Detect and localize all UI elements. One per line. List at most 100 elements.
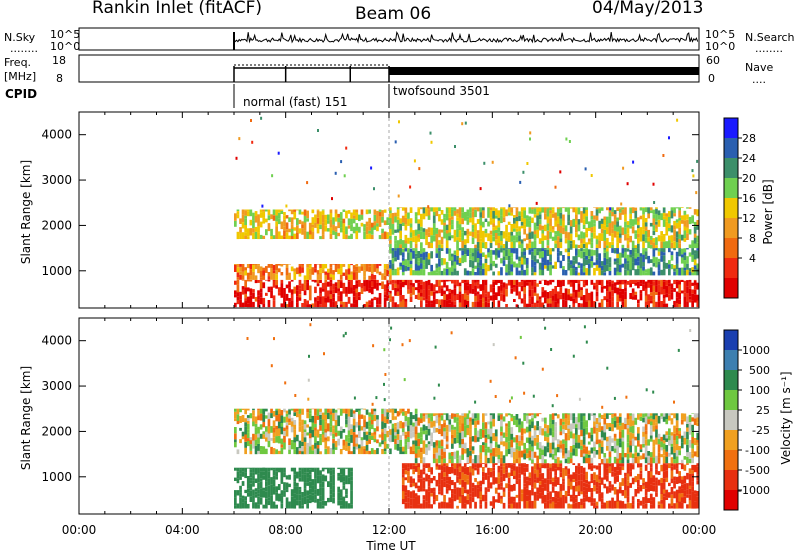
data-cell — [598, 463, 601, 466]
data-cell — [593, 223, 596, 227]
data-cell — [598, 447, 601, 453]
data-cell — [283, 230, 286, 237]
data-cell — [567, 279, 570, 285]
data-cell — [283, 416, 286, 423]
data-cell — [673, 480, 676, 489]
data-cell — [432, 487, 436, 492]
data-cell — [513, 420, 516, 425]
data-cell — [288, 438, 291, 445]
data-cell — [288, 287, 291, 293]
data-cell — [582, 497, 586, 503]
data-cell — [546, 500, 550, 509]
data-cell — [469, 212, 472, 218]
data-cell — [693, 221, 697, 227]
data-cell — [427, 285, 431, 290]
data-cell — [675, 231, 679, 238]
data-cell — [339, 468, 343, 475]
data-cell — [546, 442, 550, 448]
data-cell — [598, 475, 601, 480]
data-cell — [670, 225, 674, 233]
data-cell — [319, 287, 322, 294]
data-cell — [660, 441, 663, 448]
data-cell — [525, 243, 529, 249]
data-cell — [440, 244, 444, 249]
data-cell — [611, 221, 614, 229]
data-cell — [236, 300, 240, 305]
data-cell — [461, 479, 464, 488]
data-cell — [580, 279, 583, 282]
data-cell — [308, 264, 312, 265]
data-cell — [409, 227, 413, 233]
data-cell — [246, 415, 250, 418]
data-cell — [280, 290, 284, 298]
data-cell — [680, 413, 684, 420]
data-cell — [347, 408, 351, 417]
data-cell — [407, 283, 410, 290]
data-cell — [673, 279, 676, 285]
data-cell — [569, 243, 573, 249]
data-cell — [339, 426, 343, 431]
data-cell — [345, 424, 348, 428]
data-cell — [407, 497, 410, 503]
data-cell — [662, 496, 666, 504]
data-cell — [453, 468, 457, 476]
data-cell — [324, 437, 328, 441]
data-cell — [306, 424, 309, 428]
data-cell — [567, 207, 570, 215]
data-cell — [432, 491, 436, 500]
data-cell — [319, 414, 322, 420]
data-cell — [306, 300, 309, 305]
data-cell — [683, 214, 687, 221]
data-cell — [541, 229, 545, 234]
data-cell — [332, 264, 335, 265]
data-cell — [296, 471, 299, 479]
data-cell — [239, 299, 242, 308]
data-cell — [497, 415, 501, 421]
data-cell — [277, 231, 281, 239]
data-cell — [290, 442, 294, 450]
data-cell — [644, 281, 648, 289]
data-cell — [505, 437, 508, 443]
data-cell — [686, 301, 689, 308]
data-cell — [487, 481, 490, 489]
data-cell — [443, 431, 446, 439]
data-cell — [500, 469, 503, 477]
data-cell — [631, 248, 635, 250]
data-cell — [417, 282, 421, 289]
data-cell — [471, 436, 475, 442]
data-cell — [435, 479, 439, 487]
data-cell — [244, 232, 247, 236]
data-cell — [409, 412, 413, 420]
data-cell — [621, 244, 625, 249]
data-cell — [696, 496, 700, 503]
data-cell — [407, 502, 410, 509]
data-cell — [631, 453, 635, 458]
data-cell — [691, 293, 694, 300]
data-cell — [469, 217, 472, 223]
data-cell — [252, 271, 255, 280]
data-cell — [611, 248, 614, 253]
data-cell — [373, 279, 377, 283]
data-cell — [686, 263, 689, 270]
data-cell — [618, 438, 622, 443]
data-cell — [259, 449, 263, 455]
data-cell — [668, 279, 671, 284]
data-cell — [259, 481, 263, 489]
data-cell — [549, 453, 552, 458]
data-cell — [376, 226, 379, 232]
data-cell — [507, 232, 511, 236]
data-cell — [241, 264, 245, 272]
data-cell — [280, 423, 284, 427]
data-cell — [551, 453, 555, 460]
data-cell — [425, 303, 428, 308]
data-cell — [290, 496, 294, 503]
data-cell — [399, 248, 402, 256]
data-cell — [378, 264, 382, 266]
data-cell — [272, 300, 276, 308]
data-cell — [631, 288, 635, 293]
data-cell — [373, 435, 377, 439]
data-cell — [252, 212, 255, 221]
data-cell — [355, 223, 359, 231]
data-cell — [316, 475, 320, 484]
data-cell — [334, 264, 338, 272]
